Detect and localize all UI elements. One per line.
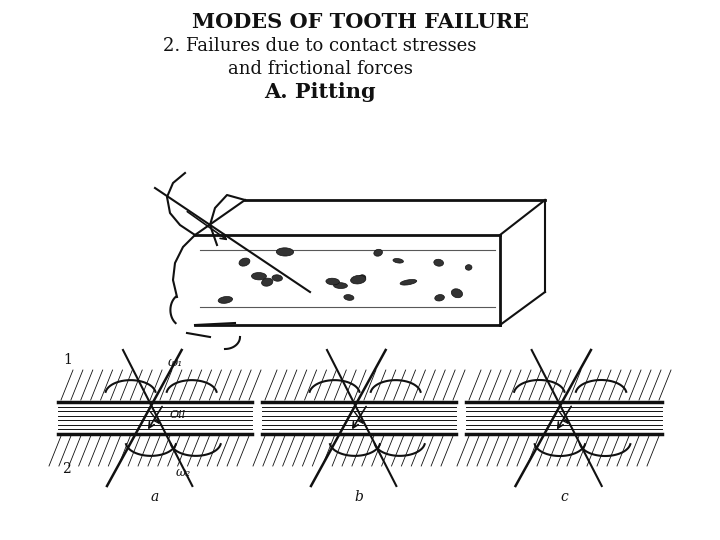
Ellipse shape: [272, 275, 282, 281]
Ellipse shape: [333, 282, 348, 288]
Ellipse shape: [218, 296, 233, 303]
Ellipse shape: [344, 295, 354, 300]
Text: 2. Failures due to contact stresses: 2. Failures due to contact stresses: [163, 37, 477, 55]
Text: MODES OF TOOTH FAILURE: MODES OF TOOTH FAILURE: [192, 12, 528, 32]
Ellipse shape: [400, 280, 417, 285]
Ellipse shape: [239, 258, 250, 266]
Text: ω₁: ω₁: [167, 356, 183, 369]
Text: A. Pitting: A. Pitting: [264, 82, 376, 102]
Ellipse shape: [434, 259, 444, 266]
Text: ω₂: ω₂: [176, 466, 191, 479]
Ellipse shape: [276, 248, 294, 256]
Text: a: a: [151, 490, 159, 504]
Text: 2: 2: [62, 462, 71, 476]
Ellipse shape: [393, 259, 403, 263]
Text: Oil: Oil: [170, 410, 186, 420]
Text: 1: 1: [63, 353, 73, 367]
Text: and frictional forces: and frictional forces: [228, 60, 413, 78]
Ellipse shape: [451, 289, 462, 298]
Text: c: c: [560, 490, 568, 504]
Ellipse shape: [465, 265, 472, 270]
Text: b: b: [354, 490, 364, 504]
Ellipse shape: [359, 275, 366, 280]
Ellipse shape: [351, 275, 366, 284]
Ellipse shape: [435, 295, 444, 301]
Ellipse shape: [374, 249, 382, 256]
Ellipse shape: [261, 278, 273, 286]
Ellipse shape: [326, 278, 340, 285]
Ellipse shape: [251, 273, 266, 280]
